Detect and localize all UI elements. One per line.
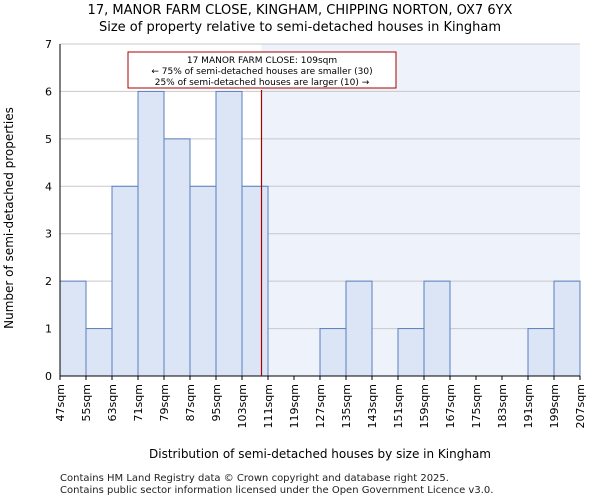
histogram-bar [423, 280, 451, 377]
larger-region-shade [261, 44, 580, 376]
y-tick-label: 7 [45, 38, 52, 51]
histogram-bar [553, 280, 581, 377]
histogram-bar [85, 328, 113, 377]
histogram-bar [137, 90, 165, 377]
x-tick-label: 111sqm [262, 384, 275, 428]
x-tick-label: 175sqm [470, 384, 483, 428]
x-tick-label: 55sqm [80, 384, 93, 421]
x-tick-label: 103sqm [236, 384, 249, 428]
histogram-bar [527, 328, 555, 377]
y-tick-label: 1 [45, 323, 52, 336]
x-tick-label: 127sqm [314, 384, 327, 428]
chart-title: 17, MANOR FARM CLOSE, KINGHAM, CHIPPING … [87, 3, 513, 18]
y-axis-label: Number of semi-detached properties [2, 107, 16, 329]
footer-licence: Contains public sector information licen… [60, 485, 494, 496]
y-tick-label: 6 [45, 85, 52, 98]
annotation-line: ← 75% of semi-detached houses are smalle… [151, 67, 372, 77]
footer-copyright: Contains HM Land Registry data © Crown c… [60, 473, 449, 484]
x-tick-label: 87sqm [184, 384, 197, 421]
x-axis-label: Distribution of semi-detached houses by … [149, 447, 491, 461]
x-tick-label: 47sqm [54, 384, 67, 421]
x-tick-label: 191sqm [522, 384, 535, 428]
annotation-line: 25% of semi-detached houses are larger (… [155, 78, 370, 88]
x-tick-label: 151sqm [392, 384, 405, 428]
x-tick-label: 199sqm [548, 384, 561, 428]
x-tick-label: 135sqm [340, 384, 353, 428]
histogram-bar [111, 185, 139, 377]
x-tick-label: 207sqm [574, 384, 587, 428]
histogram-bar [163, 138, 191, 377]
y-tick-label: 4 [45, 180, 52, 193]
x-tick-label: 159sqm [418, 384, 431, 428]
x-tick-label: 63sqm [106, 384, 119, 421]
y-tick-label: 2 [45, 275, 52, 288]
histogram-bar [59, 280, 87, 377]
y-tick-label: 0 [45, 370, 52, 383]
x-tick-label: 167sqm [444, 384, 457, 428]
histogram-bar [397, 328, 425, 377]
histogram-bar [189, 185, 217, 377]
x-tick-label: 71sqm [132, 384, 145, 421]
annotation-box [127, 51, 397, 89]
x-tick-label: 143sqm [366, 384, 379, 428]
histogram-bar [319, 328, 347, 377]
chart-subtitle: Size of property relative to semi-detach… [98, 20, 502, 35]
x-tick-label: 79sqm [158, 384, 171, 421]
x-tick-label: 183sqm [496, 384, 509, 428]
annotation-line: 17 MANOR FARM CLOSE: 109sqm [187, 56, 337, 66]
y-tick-label: 3 [45, 228, 52, 241]
histogram-bar [241, 185, 269, 377]
histogram-bar [345, 280, 373, 377]
histogram-bar [215, 90, 243, 377]
x-tick-label: 95sqm [210, 384, 223, 421]
x-tick-label: 119sqm [288, 384, 301, 428]
y-tick-label: 5 [45, 133, 52, 146]
